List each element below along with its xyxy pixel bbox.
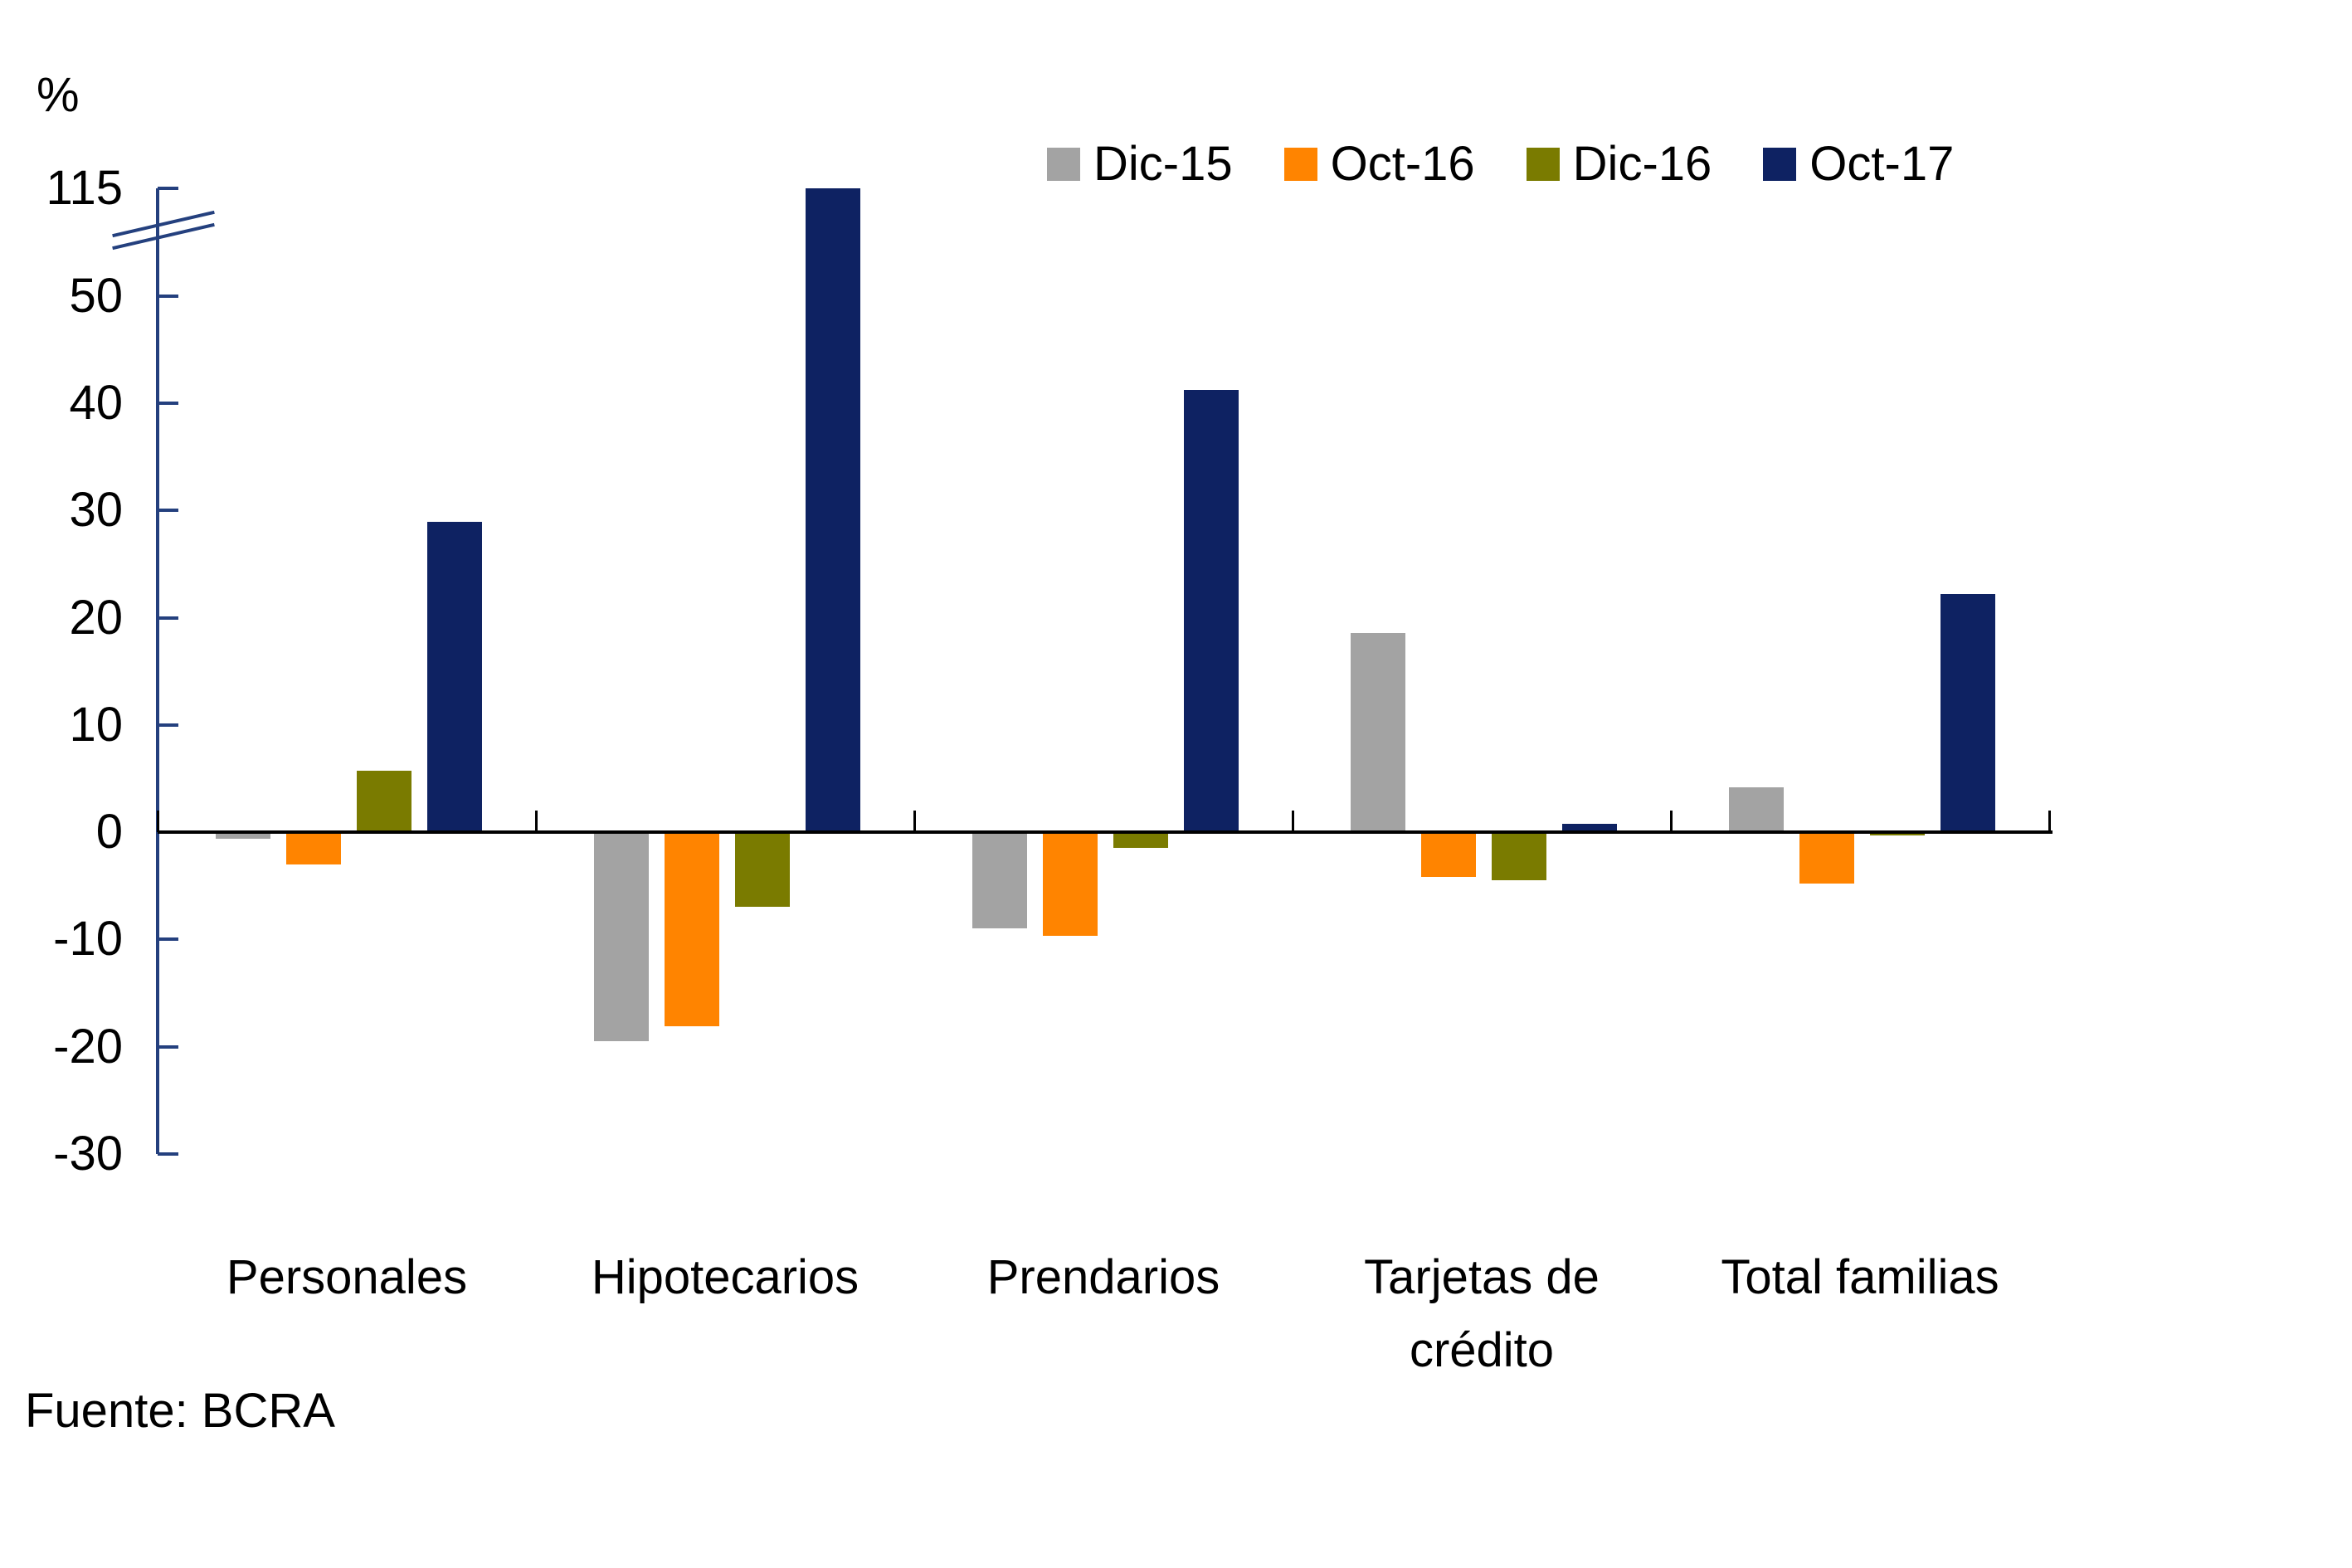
axis-break-icon bbox=[112, 222, 215, 251]
y-tick-mark-10 bbox=[158, 723, 178, 727]
x-axis-line bbox=[158, 830, 2053, 834]
y-tick-mark-30 bbox=[158, 509, 178, 513]
legend-swatch-dic-15 bbox=[1047, 148, 1080, 181]
y-tick-label-20: 20 bbox=[69, 590, 123, 645]
bar-oct-16-tarjetas-de-credito bbox=[1421, 832, 1476, 878]
legend-swatch-oct-16 bbox=[1283, 148, 1317, 181]
legend-item-oct-16: Oct-16 bbox=[1283, 137, 1475, 191]
y-tick-mark-20 bbox=[158, 616, 178, 620]
y-tick-label-0: 0 bbox=[95, 805, 123, 859]
y-tick-mark-40 bbox=[158, 402, 178, 405]
source-note: Fuente: BCRA bbox=[25, 1384, 335, 1438]
y-tick-label-50: 50 bbox=[69, 268, 123, 323]
bar-dic-15-personales bbox=[216, 832, 270, 839]
bar-dic-16-hipotecarios bbox=[735, 832, 790, 908]
category-tick-mark bbox=[2048, 811, 2051, 832]
category-tick-mark bbox=[157, 811, 159, 832]
bar-dic-15-hipotecarios bbox=[594, 832, 649, 1042]
y-tick-label--20: -20 bbox=[53, 1019, 123, 1074]
y-tick-mark-50 bbox=[158, 294, 178, 298]
bar-dic-15-total-familias bbox=[1729, 786, 1784, 832]
y-tick-label-40: 40 bbox=[69, 376, 123, 430]
y-axis-line bbox=[156, 188, 159, 1154]
y-axis-unit-label: % bbox=[37, 68, 80, 122]
bar-oct-16-prendarios bbox=[1043, 832, 1098, 937]
x-axis-label-hipotecarios: Hipotecarios bbox=[591, 1250, 859, 1304]
bar-oct-16-total-familias bbox=[1799, 832, 1854, 884]
bar-dic-15-prendarios bbox=[972, 832, 1027, 929]
y-tick-mark--30 bbox=[158, 1152, 178, 1156]
category-tick-mark bbox=[535, 811, 538, 832]
bar-oct-17-total-familias bbox=[1941, 594, 1995, 832]
y-tick-label--10: -10 bbox=[53, 912, 123, 967]
y-tick-mark-115 bbox=[158, 187, 178, 190]
bar-dic-16-personales bbox=[357, 771, 411, 832]
legend-swatch-dic-16 bbox=[1526, 148, 1560, 181]
y-tick-label-30: 30 bbox=[69, 483, 123, 538]
legend-label-oct-16: Oct-16 bbox=[1330, 137, 1475, 191]
bar-oct-16-hipotecarios bbox=[665, 832, 719, 1026]
axis-break-icon bbox=[112, 210, 215, 238]
legend-item-oct-17: Oct-17 bbox=[1763, 139, 1954, 189]
x-axis-label-total-familias: Total familias bbox=[1721, 1250, 1999, 1304]
legend-swatch-oct-17 bbox=[1763, 148, 1797, 181]
bar-dic-16-tarjetas-de-credito bbox=[1492, 832, 1546, 881]
bar-dic-16-prendarios bbox=[1113, 832, 1168, 849]
bar-oct-17-personales bbox=[427, 522, 482, 832]
legend-item-dic-15: Dic-15 bbox=[1047, 139, 1233, 189]
bar-oct-16-personales bbox=[286, 832, 341, 864]
category-tick-mark bbox=[1292, 811, 1294, 832]
x-axis-label-tarjetas-de-credito: Tarjetas de crédito bbox=[1364, 1250, 1600, 1377]
bar-dic-15-tarjetas-de-credito bbox=[1351, 632, 1405, 832]
legend-label-dic-16: Dic-16 bbox=[1572, 137, 1712, 191]
x-axis-label-personales: Personales bbox=[226, 1250, 468, 1304]
legend: Dic-15 Oct-16 Dic-16 Oct-17 bbox=[1047, 139, 1954, 189]
y-tick-label--30: -30 bbox=[53, 1126, 123, 1181]
legend-item-dic-16: Dic-16 bbox=[1526, 137, 1712, 191]
legend-label-dic-15: Dic-15 bbox=[1093, 137, 1233, 191]
y-tick-mark--20 bbox=[158, 1045, 178, 1049]
bar-oct-17-prendarios bbox=[1184, 390, 1239, 832]
bar-oct-17-tarjetas-de-credito bbox=[1562, 823, 1617, 832]
y-tick-mark--10 bbox=[158, 937, 178, 942]
category-tick-mark bbox=[1670, 811, 1673, 832]
bar-oct-17-hipotecarios bbox=[806, 188, 860, 832]
y-tick-label-115: 115 bbox=[46, 161, 123, 215]
legend-label-oct-17: Oct-17 bbox=[1809, 137, 1955, 191]
x-axis-label-prendarios: Prendarios bbox=[986, 1250, 1220, 1304]
y-tick-label-10: 10 bbox=[69, 697, 123, 752]
category-tick-mark bbox=[913, 811, 916, 832]
